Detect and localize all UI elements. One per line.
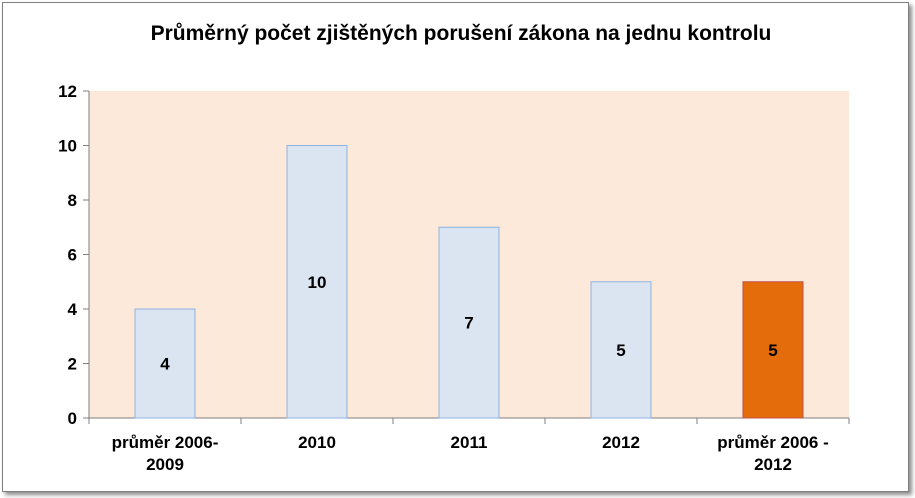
- bar-chart: Průměrný počet zjištěných porušení zákon…: [58, 22, 850, 474]
- bar: [286, 145, 348, 419]
- category-label: 2012: [754, 455, 792, 474]
- category-label: 2012: [602, 433, 640, 452]
- bar: [134, 308, 196, 419]
- chart-title: Průměrný počet zjištěných porušení zákon…: [151, 22, 772, 45]
- category-label: 2011: [451, 433, 488, 452]
- category-label: průměr 2006-: [112, 433, 219, 452]
- y-tick-label: 8: [68, 191, 77, 210]
- y-tick-label: 10: [58, 137, 77, 156]
- data-label: 5: [616, 341, 625, 360]
- bar: [438, 226, 500, 419]
- y-tick-label: 4: [68, 300, 78, 319]
- data-label: 5: [768, 341, 777, 360]
- bar: [742, 281, 804, 419]
- chart-frame: Průměrný počet zjištěných porušení zákon…: [2, 2, 909, 492]
- data-label: 4: [160, 355, 170, 374]
- bar: [590, 281, 652, 419]
- y-tick-label: 12: [58, 82, 77, 101]
- category-label: 2010: [298, 433, 336, 452]
- data-label: 10: [308, 273, 327, 292]
- y-tick-label: 0: [68, 409, 77, 428]
- plot-area: 0 2 4 6 8 10 12 4 průměr 2006- 2009 10 2010 7 2011 5 20…: [58, 82, 850, 474]
- y-tick-label: 2: [68, 355, 77, 374]
- category-label: průměr 2006 -: [717, 433, 829, 452]
- data-label: 7: [464, 314, 473, 333]
- category-label: 2009: [146, 455, 184, 474]
- y-tick-label: 6: [68, 246, 77, 265]
